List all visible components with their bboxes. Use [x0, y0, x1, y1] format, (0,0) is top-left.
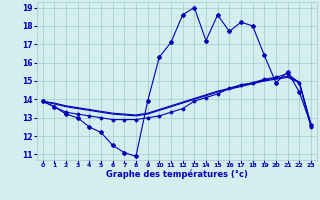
X-axis label: Graphe des températures (°c): Graphe des températures (°c) [106, 169, 248, 179]
